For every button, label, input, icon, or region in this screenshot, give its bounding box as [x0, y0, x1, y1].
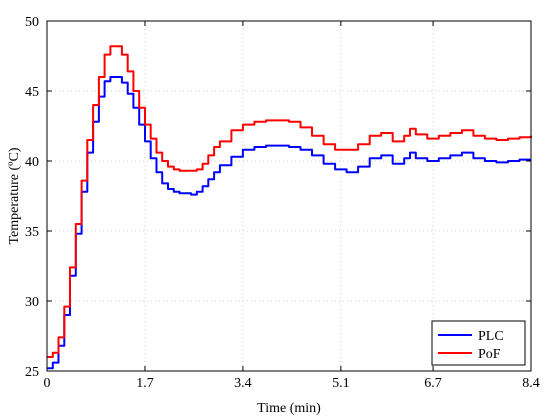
grid: [47, 21, 531, 371]
y-tick-label: 35: [25, 225, 39, 240]
legend-label-plc: PLC: [478, 329, 504, 344]
series-group: [47, 45, 532, 370]
y-tick-label: 50: [25, 15, 39, 30]
y-tick-label: 25: [25, 365, 39, 380]
y-tick-label: 40: [25, 155, 39, 170]
y-tick-label: 45: [25, 85, 39, 100]
x-tick-label: 6.7: [424, 376, 442, 391]
x-tick-label: 0: [44, 376, 51, 391]
x-tick-label: 3.4: [234, 376, 252, 391]
x-tick-label: 5.1: [332, 376, 350, 391]
legend-label-pof: PoF: [478, 347, 501, 362]
y-axis-label: Temperature (ºC): [7, 147, 22, 244]
legend: PLC PoF: [431, 320, 526, 366]
plot-frame: [46, 20, 532, 372]
legend-box: [431, 320, 526, 366]
x-tick-label: 1.7: [136, 376, 154, 391]
x-axis-label: Time (min): [257, 401, 321, 416]
ticks: 0 1.7 3.4 5.1 6.7 8.4 25 30 35 40 45 50: [25, 15, 540, 391]
series-line-pof: [47, 45, 532, 358]
y-tick-label: 30: [25, 295, 39, 310]
x-tick-label: 8.4: [522, 376, 540, 391]
series-line-plc: [47, 76, 531, 370]
